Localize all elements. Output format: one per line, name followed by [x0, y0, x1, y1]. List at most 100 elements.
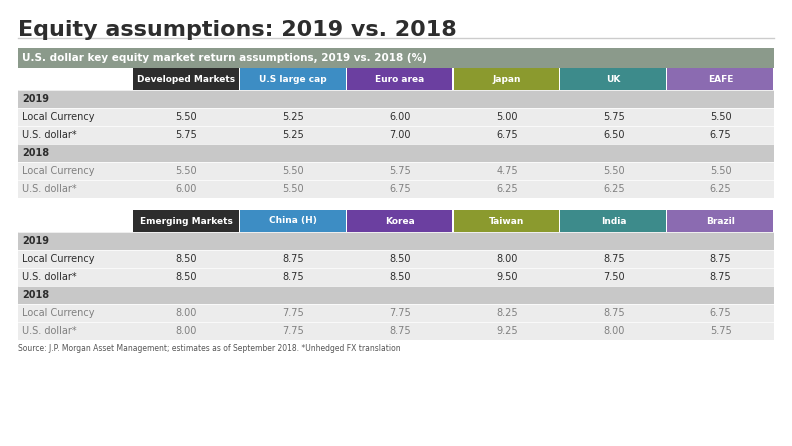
Text: 5.50: 5.50	[283, 166, 304, 176]
Text: Local Currency: Local Currency	[22, 308, 94, 318]
Text: 9.25: 9.25	[496, 326, 518, 336]
Text: 5.50: 5.50	[603, 166, 625, 176]
Text: U.S. dollar*: U.S. dollar*	[22, 130, 77, 140]
Text: 8.75: 8.75	[283, 272, 304, 282]
Text: U.S. dollar*: U.S. dollar*	[22, 272, 77, 282]
Text: Taiwan: Taiwan	[489, 216, 524, 226]
FancyBboxPatch shape	[347, 210, 452, 232]
Text: 5.25: 5.25	[283, 130, 304, 140]
Text: 5.75: 5.75	[710, 326, 732, 336]
Text: 8.75: 8.75	[603, 254, 625, 264]
Text: Emerging Markets: Emerging Markets	[140, 216, 233, 226]
FancyBboxPatch shape	[240, 210, 345, 232]
Text: 5.00: 5.00	[496, 112, 518, 122]
Text: 6.75: 6.75	[710, 130, 731, 140]
FancyBboxPatch shape	[18, 322, 774, 340]
Text: Local Currency: Local Currency	[22, 112, 94, 122]
Text: 2019: 2019	[22, 94, 49, 104]
FancyBboxPatch shape	[667, 210, 773, 232]
FancyBboxPatch shape	[18, 126, 774, 144]
Text: 6.75: 6.75	[710, 308, 731, 318]
Text: 6.00: 6.00	[390, 112, 411, 122]
Text: 6.75: 6.75	[390, 184, 411, 194]
Text: U.S. dollar*: U.S. dollar*	[22, 326, 77, 336]
Text: 8.75: 8.75	[390, 326, 411, 336]
Text: 2018: 2018	[22, 148, 49, 158]
FancyBboxPatch shape	[18, 162, 774, 180]
Text: Equity assumptions: 2019 vs. 2018: Equity assumptions: 2019 vs. 2018	[18, 20, 457, 40]
Text: India: India	[601, 216, 626, 226]
Text: 8.50: 8.50	[176, 254, 197, 264]
FancyBboxPatch shape	[454, 210, 559, 232]
FancyBboxPatch shape	[133, 210, 239, 232]
Text: 8.75: 8.75	[710, 272, 731, 282]
Text: U.S large cap: U.S large cap	[260, 74, 327, 83]
Text: 5.50: 5.50	[176, 166, 197, 176]
FancyBboxPatch shape	[18, 268, 774, 286]
Text: Japan: Japan	[493, 74, 521, 83]
Text: China (H): China (H)	[269, 216, 317, 226]
Text: 8.75: 8.75	[283, 254, 304, 264]
FancyBboxPatch shape	[18, 90, 774, 108]
Text: 8.50: 8.50	[176, 272, 197, 282]
FancyBboxPatch shape	[18, 232, 774, 250]
Text: 7.75: 7.75	[283, 326, 304, 336]
Text: 2019: 2019	[22, 236, 49, 246]
Text: Developed Markets: Developed Markets	[137, 74, 235, 83]
Text: 9.50: 9.50	[496, 272, 518, 282]
Text: 8.00: 8.00	[497, 254, 518, 264]
Text: Local Currency: Local Currency	[22, 166, 94, 176]
Text: 7.75: 7.75	[389, 308, 411, 318]
FancyBboxPatch shape	[560, 68, 666, 90]
FancyBboxPatch shape	[560, 210, 666, 232]
FancyBboxPatch shape	[133, 68, 239, 90]
Text: 5.25: 5.25	[283, 112, 304, 122]
FancyBboxPatch shape	[454, 68, 559, 90]
Text: 6.50: 6.50	[603, 130, 625, 140]
Text: 4.75: 4.75	[496, 166, 518, 176]
FancyBboxPatch shape	[18, 144, 774, 162]
Text: 8.75: 8.75	[603, 308, 625, 318]
Text: 6.25: 6.25	[496, 184, 518, 194]
Text: 8.00: 8.00	[176, 308, 197, 318]
Text: Source: J.P. Morgan Asset Management; estimates as of September 2018. *Unhedged : Source: J.P. Morgan Asset Management; es…	[18, 344, 401, 353]
Text: U.S. dollar key equity market return assumptions, 2019 vs. 2018 (%): U.S. dollar key equity market return ass…	[22, 53, 427, 63]
Text: UK: UK	[607, 74, 621, 83]
Text: Brazil: Brazil	[706, 216, 735, 226]
Text: Korea: Korea	[385, 216, 415, 226]
FancyBboxPatch shape	[18, 48, 774, 68]
Text: 7.50: 7.50	[603, 272, 625, 282]
Text: Euro area: Euro area	[375, 74, 425, 83]
Text: 5.75: 5.75	[603, 112, 625, 122]
Text: 5.75: 5.75	[176, 130, 197, 140]
Text: U.S. dollar*: U.S. dollar*	[22, 184, 77, 194]
Text: EAFE: EAFE	[708, 74, 733, 83]
FancyBboxPatch shape	[18, 108, 774, 126]
Text: 8.75: 8.75	[710, 254, 731, 264]
Text: 8.00: 8.00	[176, 326, 197, 336]
Text: 6.00: 6.00	[176, 184, 197, 194]
Text: 6.75: 6.75	[496, 130, 518, 140]
Text: 8.50: 8.50	[390, 254, 411, 264]
FancyBboxPatch shape	[240, 68, 345, 90]
FancyBboxPatch shape	[18, 286, 774, 304]
Text: 8.50: 8.50	[390, 272, 411, 282]
FancyBboxPatch shape	[347, 68, 452, 90]
Text: 8.25: 8.25	[496, 308, 518, 318]
Text: 5.50: 5.50	[283, 184, 304, 194]
FancyBboxPatch shape	[667, 68, 773, 90]
Text: 5.50: 5.50	[176, 112, 197, 122]
Text: 5.75: 5.75	[389, 166, 411, 176]
FancyBboxPatch shape	[18, 250, 774, 268]
Text: 7.75: 7.75	[283, 308, 304, 318]
Text: 7.00: 7.00	[390, 130, 411, 140]
FancyBboxPatch shape	[18, 304, 774, 322]
Text: 6.25: 6.25	[603, 184, 625, 194]
FancyBboxPatch shape	[18, 180, 774, 198]
Text: Local Currency: Local Currency	[22, 254, 94, 264]
Text: 5.50: 5.50	[710, 166, 731, 176]
Text: 2018: 2018	[22, 290, 49, 300]
Text: 5.50: 5.50	[710, 112, 731, 122]
Text: 6.25: 6.25	[710, 184, 731, 194]
Text: 8.00: 8.00	[603, 326, 624, 336]
